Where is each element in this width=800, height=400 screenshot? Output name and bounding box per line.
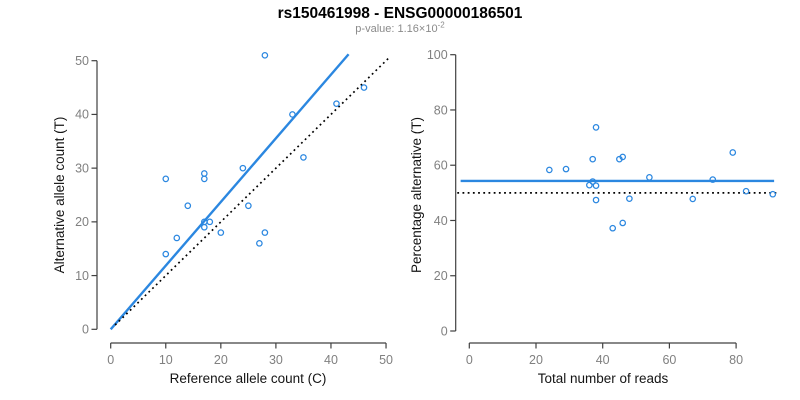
identity-line	[114, 55, 392, 326]
x-tick-label: 60	[662, 353, 676, 367]
x-tick-label: 0	[466, 353, 473, 367]
p-value-exponent: -2	[437, 20, 445, 30]
x-tick-label: 80	[729, 353, 743, 367]
data-point	[300, 154, 307, 161]
x-tick-label: 10	[159, 353, 173, 367]
y-tick-label: 10	[75, 269, 89, 283]
data-point	[200, 175, 208, 183]
data-point	[592, 196, 600, 204]
x-tick-label: 40	[324, 353, 338, 367]
y-tick-label: 0	[441, 324, 448, 338]
data-point	[689, 195, 697, 203]
data-point	[261, 52, 269, 59]
data-point	[742, 187, 750, 195]
data-point	[162, 175, 170, 183]
y-tick-label: 20	[434, 269, 448, 283]
data-point	[245, 202, 252, 210]
data-point	[546, 166, 553, 174]
data-point	[184, 202, 192, 210]
data-point	[589, 178, 597, 185]
data-point	[709, 176, 717, 183]
y-tick-label: 30	[75, 161, 89, 175]
regression-line	[109, 53, 350, 331]
data-point	[592, 124, 600, 131]
data-point	[592, 182, 600, 189]
figure-title: rs150461998 - ENSG00000186501	[277, 5, 523, 22]
x-tick-label: 30	[269, 353, 283, 367]
data-point	[256, 240, 263, 247]
y-tick-label: 0	[82, 323, 89, 337]
data-point	[173, 234, 181, 242]
data-point	[616, 155, 623, 163]
data-point	[289, 111, 296, 118]
x-tick-label: 40	[596, 353, 610, 367]
data-point	[200, 170, 208, 177]
y-axis-label: Percentage alternative (T)	[409, 117, 424, 273]
x-tick-label: 0	[107, 353, 114, 367]
data-point	[200, 223, 208, 231]
data-point	[261, 229, 269, 236]
y-tick-label: 60	[434, 159, 448, 173]
p-value-text: p-value: 1.16×10	[355, 23, 438, 35]
data-point	[729, 149, 737, 156]
data-point	[239, 164, 247, 172]
x-axis-label: Total number of reads	[538, 371, 669, 386]
x-tick-label: 50	[379, 353, 393, 367]
data-point	[162, 250, 170, 258]
data-point	[626, 195, 633, 202]
y-axis-label: Alternative allele count (T)	[52, 117, 67, 274]
x-tick-label: 20	[214, 353, 228, 367]
data-point	[333, 100, 340, 108]
p-value-subtitle: p-value: 1.16×10-2	[0, 20, 800, 35]
data-point	[589, 155, 597, 163]
y-tick-label: 40	[434, 214, 448, 228]
data-point	[769, 190, 777, 198]
data-point	[360, 84, 368, 91]
percentage-vs-reads-scatter: 0 20 40 60 80 0 20 40 60 80 100 Total number of rea…	[409, 48, 779, 386]
data-point	[609, 224, 617, 232]
y-tick-label: 40	[75, 108, 89, 122]
data-point	[619, 219, 627, 227]
data-point	[646, 174, 653, 181]
y-tick-label: 100	[427, 48, 448, 62]
data-point	[206, 218, 214, 226]
y-tick-label: 80	[434, 103, 448, 117]
data-point	[217, 229, 225, 236]
x-tick-label: 20	[529, 353, 543, 367]
allele-counts-scatter: 0 10 20 30 40 50 0 10 20 30 40 50 Reference allele c…	[52, 52, 393, 386]
data-point	[586, 181, 593, 189]
y-tick-label: 50	[75, 54, 89, 68]
data-point	[562, 165, 570, 173]
y-tick-label: 20	[75, 215, 89, 229]
x-axis-label: Reference allele count (C)	[170, 371, 327, 386]
